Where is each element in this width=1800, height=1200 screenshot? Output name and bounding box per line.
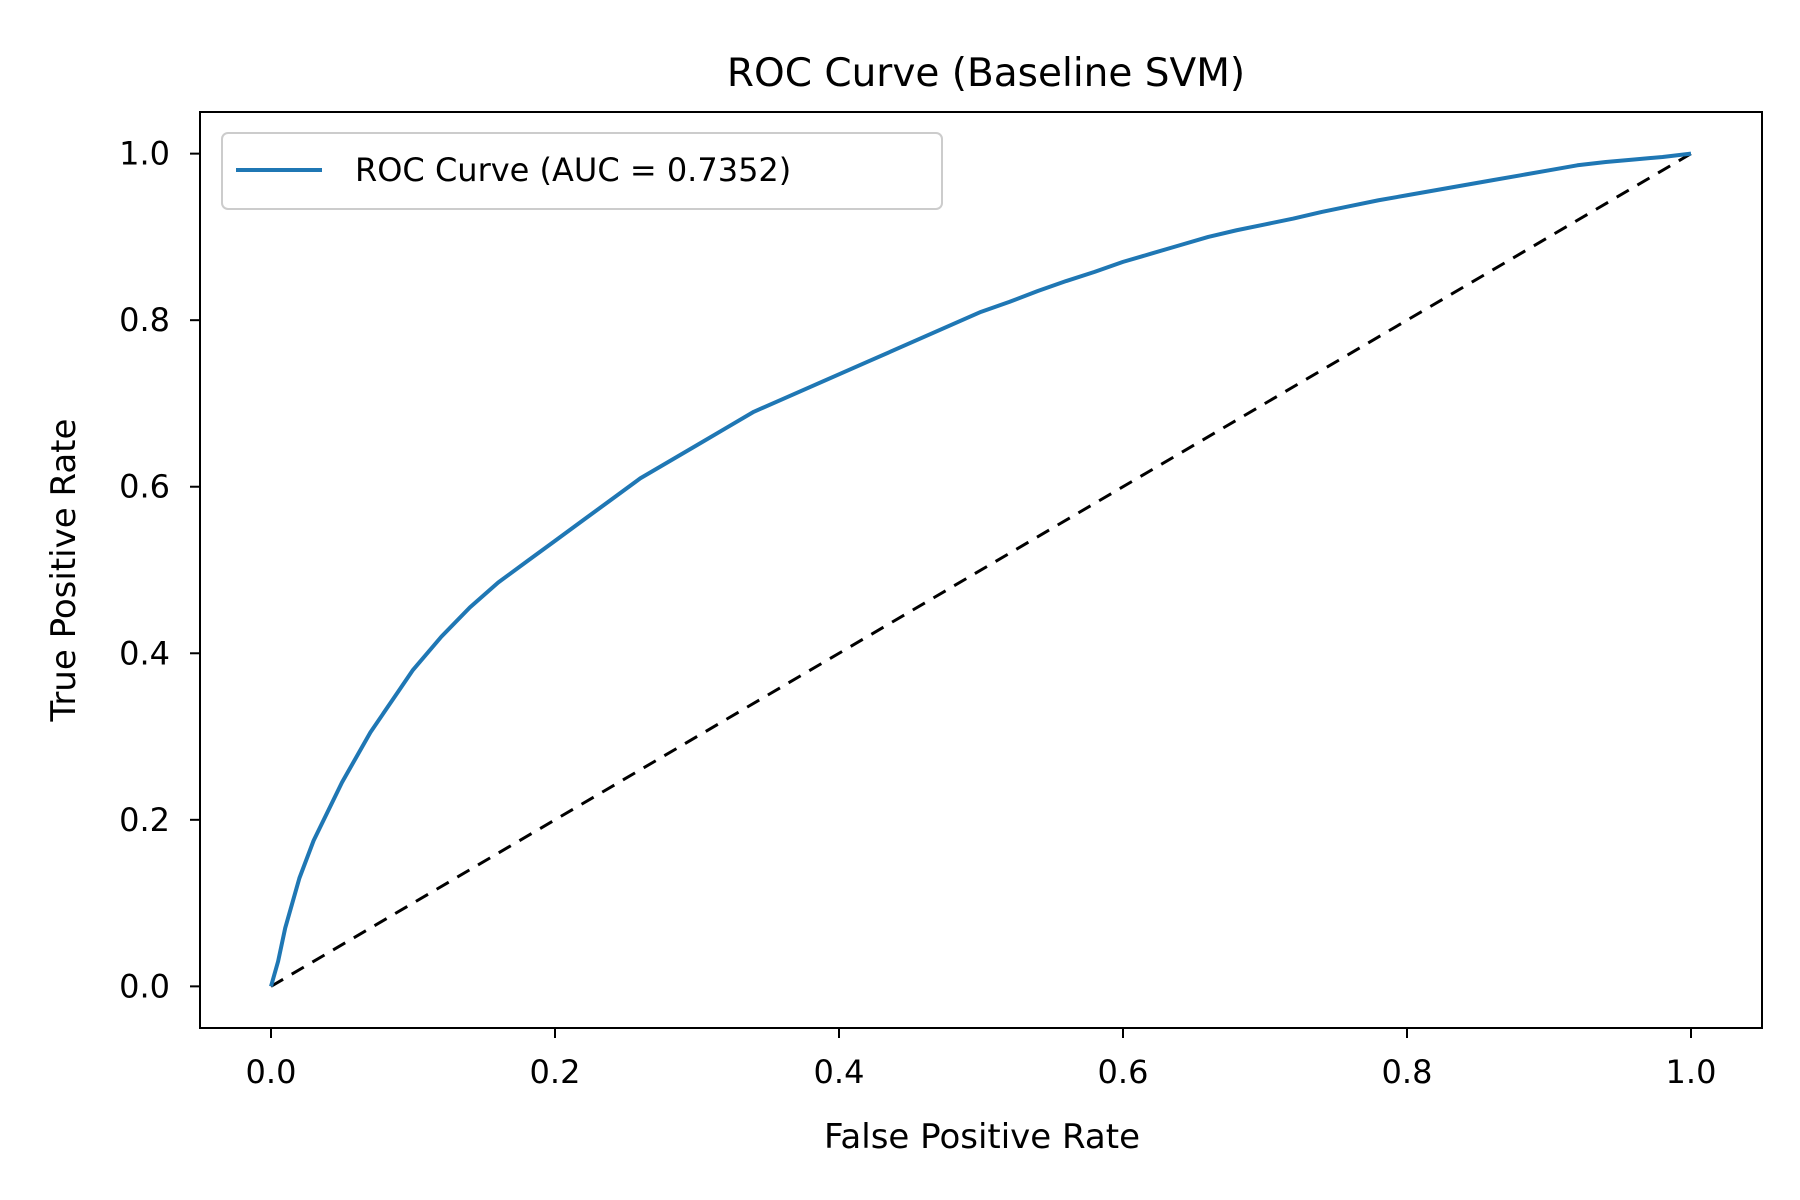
y-tick-label: 1.0 — [119, 135, 170, 173]
plot-frame — [199, 111, 1763, 1029]
y-tick-label: 0.2 — [119, 801, 170, 839]
legend: ROC Curve (AUC = 0.7352) — [221, 132, 943, 210]
x-tick-label: 0.8 — [1382, 1053, 1433, 1091]
x-tick-label: 0.0 — [246, 1053, 297, 1091]
series-layer — [269, 151, 1692, 988]
y-tick-label: 0.8 — [119, 301, 170, 339]
x-tick-label: 0.6 — [1098, 1053, 1149, 1091]
x-tick-label: 0.2 — [530, 1053, 581, 1091]
y-axis-label: True Positive Rate — [44, 419, 84, 723]
legend-label: ROC Curve (AUC = 0.7352) — [355, 151, 791, 189]
x-axis-label: False Positive Rate — [824, 1117, 1140, 1157]
x-tick-label: 0.4 — [814, 1053, 865, 1091]
legend-box — [221, 132, 943, 210]
y-axis-ticks: 0.0 0.2 0.4 0.6 0.8 1.0 — [119, 135, 200, 1005]
chance-diagonal-line — [270, 152, 1692, 988]
chart-title: ROC Curve (Baseline SVM) — [727, 51, 1245, 96]
y-tick-label: 0.0 — [119, 967, 170, 1005]
y-tick-label: 0.4 — [119, 634, 170, 672]
x-axis-ticks: 0.0 0.2 0.4 0.6 0.8 1.0 — [246, 1028, 1717, 1091]
x-tick-label: 1.0 — [1666, 1053, 1717, 1091]
y-tick-label: 0.6 — [119, 468, 170, 506]
roc-curve-line — [269, 151, 1692, 987]
